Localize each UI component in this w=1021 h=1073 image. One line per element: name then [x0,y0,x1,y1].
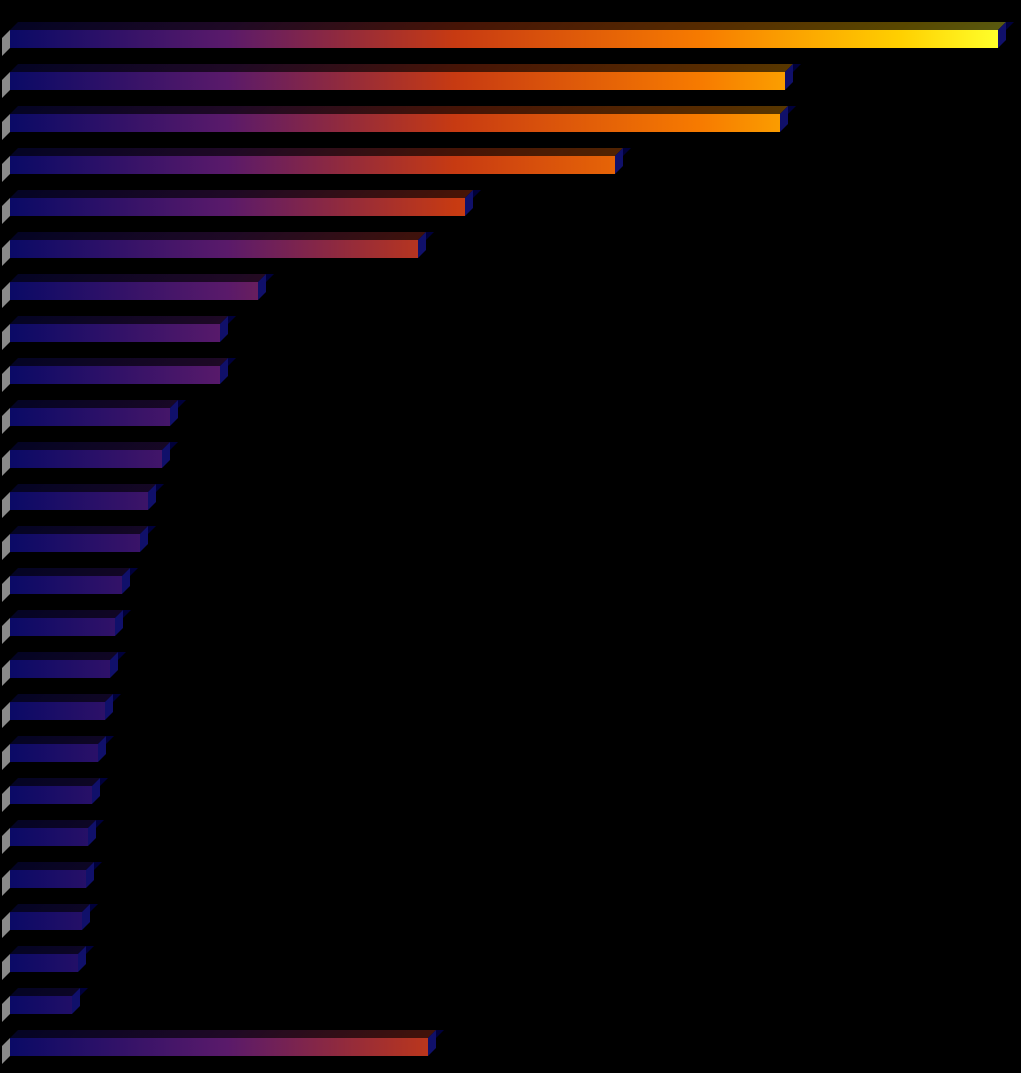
bar-left-cap [2,282,10,308]
bar-top-face [10,232,426,240]
bar-top-face [10,568,130,576]
bar-face [10,240,418,258]
bar-top-face [10,820,96,828]
bar-top-face [10,736,106,744]
bar-face [10,450,162,468]
bar-face [10,744,98,762]
bar-left-cap [2,744,10,770]
bar-top-face [10,22,1006,30]
bar-left-cap [2,534,10,560]
bar-face [10,576,122,594]
bar-left-cap [2,786,10,812]
bar-face [10,30,998,48]
bar-left-cap [2,996,10,1022]
bar-left-cap [2,702,10,728]
bar-face [10,702,105,720]
bar-top-face [10,610,123,618]
bar-top-face [10,442,170,450]
bar-face [10,618,115,636]
bar-left-cap [2,660,10,686]
bar-top-face [10,988,80,996]
bar-left-cap [2,912,10,938]
bar-face [10,1038,428,1056]
bar-face [10,156,615,174]
bar-face [10,72,785,90]
bar-left-cap [2,156,10,182]
bar-top-face [10,652,118,660]
bar-top-face [10,358,228,366]
bar-left-cap [2,1038,10,1064]
bar-face [10,408,170,426]
bar-top-face [10,64,793,72]
bar-top-face [10,316,228,324]
bar-face [10,114,780,132]
bar-left-cap [2,366,10,392]
bar-face [10,828,88,846]
bar-top-face [10,1030,436,1038]
bar-left-cap [2,198,10,224]
bar-left-cap [2,240,10,266]
bar-face [10,366,220,384]
bar-face [10,870,86,888]
bar-top-face [10,862,94,870]
bar-face [10,660,110,678]
bar-face [10,996,72,1014]
bar-top-face [10,946,86,954]
bar-left-cap [2,408,10,434]
bar-left-cap [2,828,10,854]
bar-face [10,786,92,804]
bar-left-cap [2,450,10,476]
bar-top-face [10,778,100,786]
bar-top-face [10,106,788,114]
bar-face [10,324,220,342]
bar-face [10,492,148,510]
bar-left-cap [2,954,10,980]
bar-left-cap [2,492,10,518]
bar-face [10,954,78,972]
bar-left-cap [2,30,10,56]
bar-top-face [10,484,156,492]
bar-left-cap [2,114,10,140]
bar-top-face [10,526,148,534]
bar-left-cap [2,870,10,896]
bar-top-face [10,694,113,702]
bar-top-face [10,400,178,408]
bar-left-cap [2,618,10,644]
bar-left-cap [2,324,10,350]
bar-face [10,282,258,300]
bar-face [10,912,82,930]
bar-face [10,198,465,216]
bar-face [10,534,140,552]
bar-left-cap [2,72,10,98]
bar-top-face [10,904,90,912]
bar-left-cap [2,576,10,602]
horizontal-bar-chart [0,0,1021,1073]
bar-top-face [10,148,623,156]
bar-top-face [10,190,473,198]
bar-top-face [10,274,266,282]
